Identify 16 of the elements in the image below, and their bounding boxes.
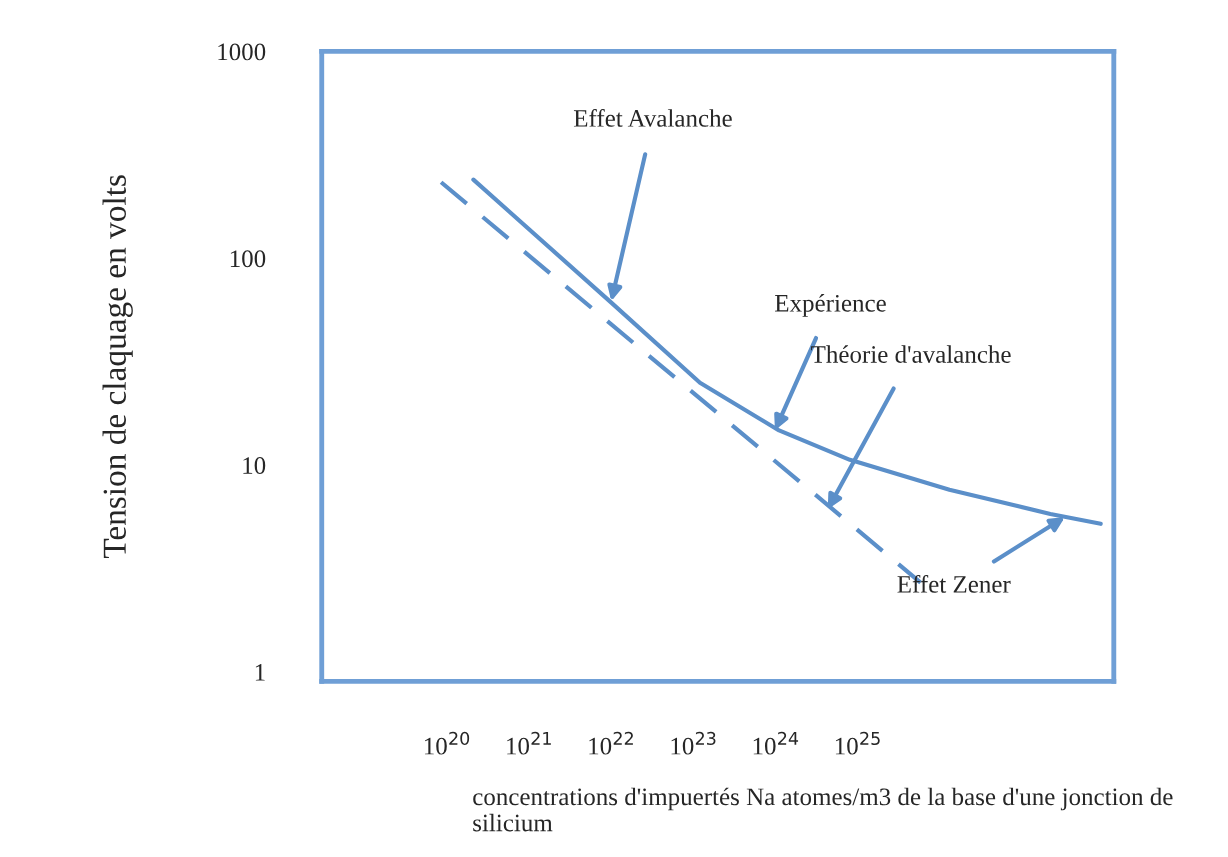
- annotation: Théorie d'avalanche: [811, 345, 1011, 363]
- annotation: Effet Avalanche: [573, 109, 732, 127]
- x-axis-title: concentrations d'impuertés Na atomes/m3 de la base d'une jonction de silicium: [473, 787, 1173, 832]
- y-tick-label: 1000: [218, 43, 266, 61]
- y-tick-label: 100: [230, 250, 266, 268]
- x-tick-label: 10$^{20}$: [424, 731, 470, 755]
- x-tick-label: 10$^{23}$: [671, 731, 716, 755]
- annotation: Expérience: [775, 294, 886, 317]
- x-tick-label: 10$^{24}$: [753, 731, 799, 755]
- x-tick-label: 10$^{22}$: [589, 731, 633, 755]
- annotation: Effet Zener: [897, 574, 1011, 593]
- x-tick-label: 10$^{25}$: [835, 731, 880, 755]
- y-axis-title: Tension de claquage en volts: [102, 175, 133, 559]
- y-tick-label: 1: [255, 664, 265, 681]
- y-tick-label: 10: [243, 457, 266, 474]
- x-tick-label: 10$^{21}$: [507, 731, 551, 755]
